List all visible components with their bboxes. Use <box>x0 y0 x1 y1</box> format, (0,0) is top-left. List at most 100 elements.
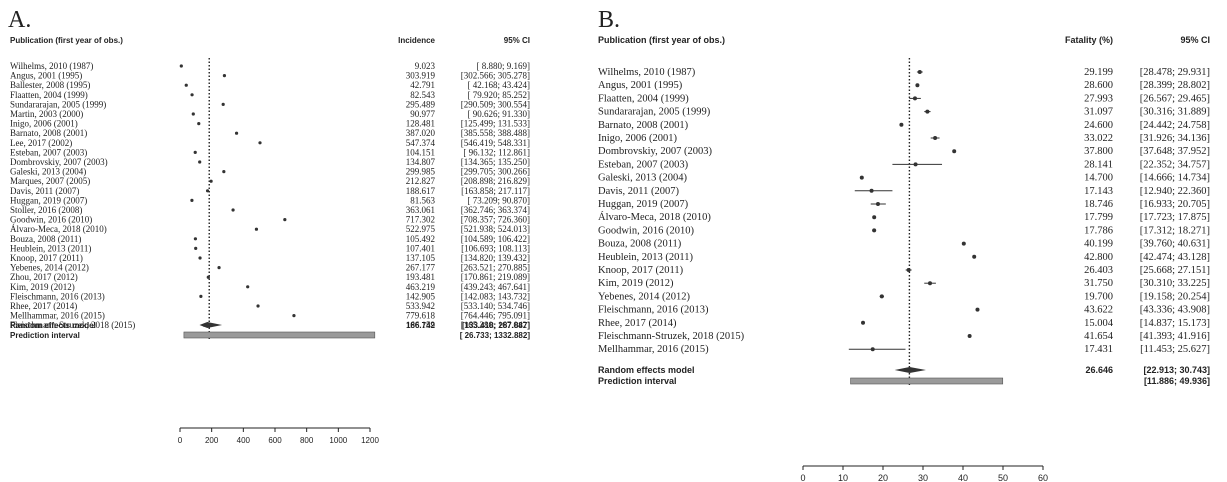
study-estimate: 17.799 <box>1084 212 1113 223</box>
study-point <box>198 160 202 164</box>
study-estimate: 142.905 <box>406 291 436 301</box>
study-point <box>859 175 864 180</box>
study-point <box>917 70 922 74</box>
study-ci: [39.760; 40.631] <box>1140 239 1210 250</box>
study-point <box>933 136 938 140</box>
study-label: Angus, 2001 (1995) <box>10 71 82 81</box>
study-point <box>899 122 904 127</box>
study-estimate: 81.563 <box>410 195 435 205</box>
x-tick-label: 40 <box>958 473 968 482</box>
x-tick-label: 0 <box>800 473 805 482</box>
study-estimate: 41.654 <box>1084 331 1114 342</box>
study-label: Barnato, 2008 (2001) <box>598 120 689 131</box>
study-ci: [ 42.168; 43.424] <box>468 80 531 90</box>
study-estimate: 42.800 <box>1084 252 1113 263</box>
study-label: Flaatten, 2004 (1999) <box>10 90 88 100</box>
study-label: Esteban, 2007 (2003) <box>10 147 87 157</box>
study-point <box>221 102 225 106</box>
study-estimate: 522.975 <box>406 224 436 234</box>
study-estimate: 14.700 <box>1084 173 1113 184</box>
study-ci: [43.336; 43.908] <box>1140 305 1210 316</box>
study-estimate: 193.481 <box>406 272 435 282</box>
study-label: Sundararajan, 2005 (1999) <box>10 99 106 109</box>
study-ci: [ 79.920; 85.252] <box>468 90 531 100</box>
study-point <box>205 189 210 193</box>
study-ci: [30.316; 31.889] <box>1140 107 1210 118</box>
study-estimate: 42.791 <box>410 80 435 90</box>
study-ci: [439.243; 467.641] <box>461 282 530 292</box>
study-ci: [134.820; 139.432] <box>461 253 530 263</box>
study-estimate: 137.105 <box>406 253 436 263</box>
study-ci: [208.898; 216.829] <box>461 176 530 186</box>
header-effect: Incidence <box>398 36 435 45</box>
study-point <box>952 149 957 154</box>
study-estimate: 363.061 <box>406 205 435 215</box>
study-estimate: 17.786 <box>1084 225 1113 236</box>
study-point <box>879 294 884 299</box>
study-estimate: 90.977 <box>410 109 435 119</box>
study-point <box>861 320 866 325</box>
study-estimate: 463.219 <box>406 282 436 292</box>
x-tick-label: 60 <box>1038 473 1048 482</box>
study-point <box>222 170 226 174</box>
study-label: Inigo, 2006 (2001) <box>598 133 678 144</box>
study-estimate: 303.919 <box>406 71 436 81</box>
study-estimate: 18.746 <box>1084 199 1113 210</box>
study-ci: [362.746; 363.374] <box>461 205 530 215</box>
x-tick-label: 1000 <box>329 436 347 445</box>
study-ci: [17.312; 18.271] <box>1140 225 1210 236</box>
study-label: Goodwin, 2016 (2010) <box>10 215 92 225</box>
study-point <box>961 241 966 246</box>
summary-label: Random effects model <box>10 321 96 330</box>
study-label: Sundararajan, 2005 (1999) <box>598 107 711 118</box>
study-ci: [42.474; 43.128] <box>1140 252 1210 263</box>
study-point <box>913 162 918 167</box>
study-point <box>191 112 195 116</box>
study-ci: [533.140; 534.746] <box>461 301 530 311</box>
study-label: Bouza, 2008 (2011) <box>10 234 81 244</box>
study-estimate: 188.617 <box>406 186 436 196</box>
x-tick-label: 1200 <box>361 436 379 445</box>
study-estimate: 295.489 <box>406 99 436 109</box>
study-point <box>197 122 201 126</box>
study-ci: [41.393; 41.916] <box>1140 331 1210 342</box>
study-estimate: 28.600 <box>1084 80 1113 91</box>
header-effect: Fatality (%) <box>1065 35 1113 45</box>
study-label: Heublein, 2013 (2011) <box>10 243 91 253</box>
study-point <box>179 64 183 68</box>
study-label: Heublein, 2013 (2011) <box>598 252 693 263</box>
summary-estimate: 26.646 <box>1085 365 1113 375</box>
prediction-label: Prediction interval <box>598 376 677 386</box>
header-ci: 95% CI <box>504 36 530 45</box>
study-ci: [106.693; 108.113] <box>461 243 530 253</box>
study-label: Kim, 2019 (2012) <box>598 278 674 289</box>
study-ci: [ 8.880; 9.169] <box>477 61 531 71</box>
study-estimate: 128.481 <box>406 119 435 129</box>
study-ci: [764.446; 795.091] <box>461 311 530 321</box>
study-label: Dombrovskiy, 2007 (2003) <box>10 157 108 167</box>
x-tick-label: 800 <box>300 436 314 445</box>
study-label: Rhee, 2017 (2014) <box>598 318 677 329</box>
study-ci: [37.648; 37.952] <box>1140 146 1210 157</box>
study-label: Knoop, 2017 (2011) <box>598 265 684 276</box>
study-ci: [28.478; 29.931] <box>1140 67 1210 78</box>
x-tick-label: 20 <box>878 473 888 482</box>
study-point <box>915 83 920 88</box>
header-study: Publication (first year of obs.) <box>598 35 725 45</box>
study-ci: [302.566; 305.278] <box>461 71 530 81</box>
study-ci: [30.310; 33.225] <box>1140 278 1210 289</box>
study-estimate: 43.622 <box>1084 305 1113 316</box>
study-point <box>869 188 874 193</box>
prediction-label: Prediction interval <box>10 331 80 340</box>
study-label: Davis, 2011 (2007) <box>598 186 679 197</box>
study-point <box>872 228 877 233</box>
study-ci: [12.940; 22.360] <box>1140 186 1210 197</box>
study-estimate: 31.097 <box>1084 107 1113 118</box>
study-label: Davis, 2011 (2007) <box>10 186 79 196</box>
study-ci: [25.668; 27.151] <box>1140 265 1210 276</box>
study-ci: [299.705; 300.266] <box>461 167 530 177</box>
study-estimate: 299.985 <box>406 167 436 177</box>
x-tick-label: 10 <box>838 473 848 482</box>
study-estimate: 717.302 <box>406 215 435 225</box>
study-label: Zhou, 2017 (2012) <box>10 272 78 282</box>
